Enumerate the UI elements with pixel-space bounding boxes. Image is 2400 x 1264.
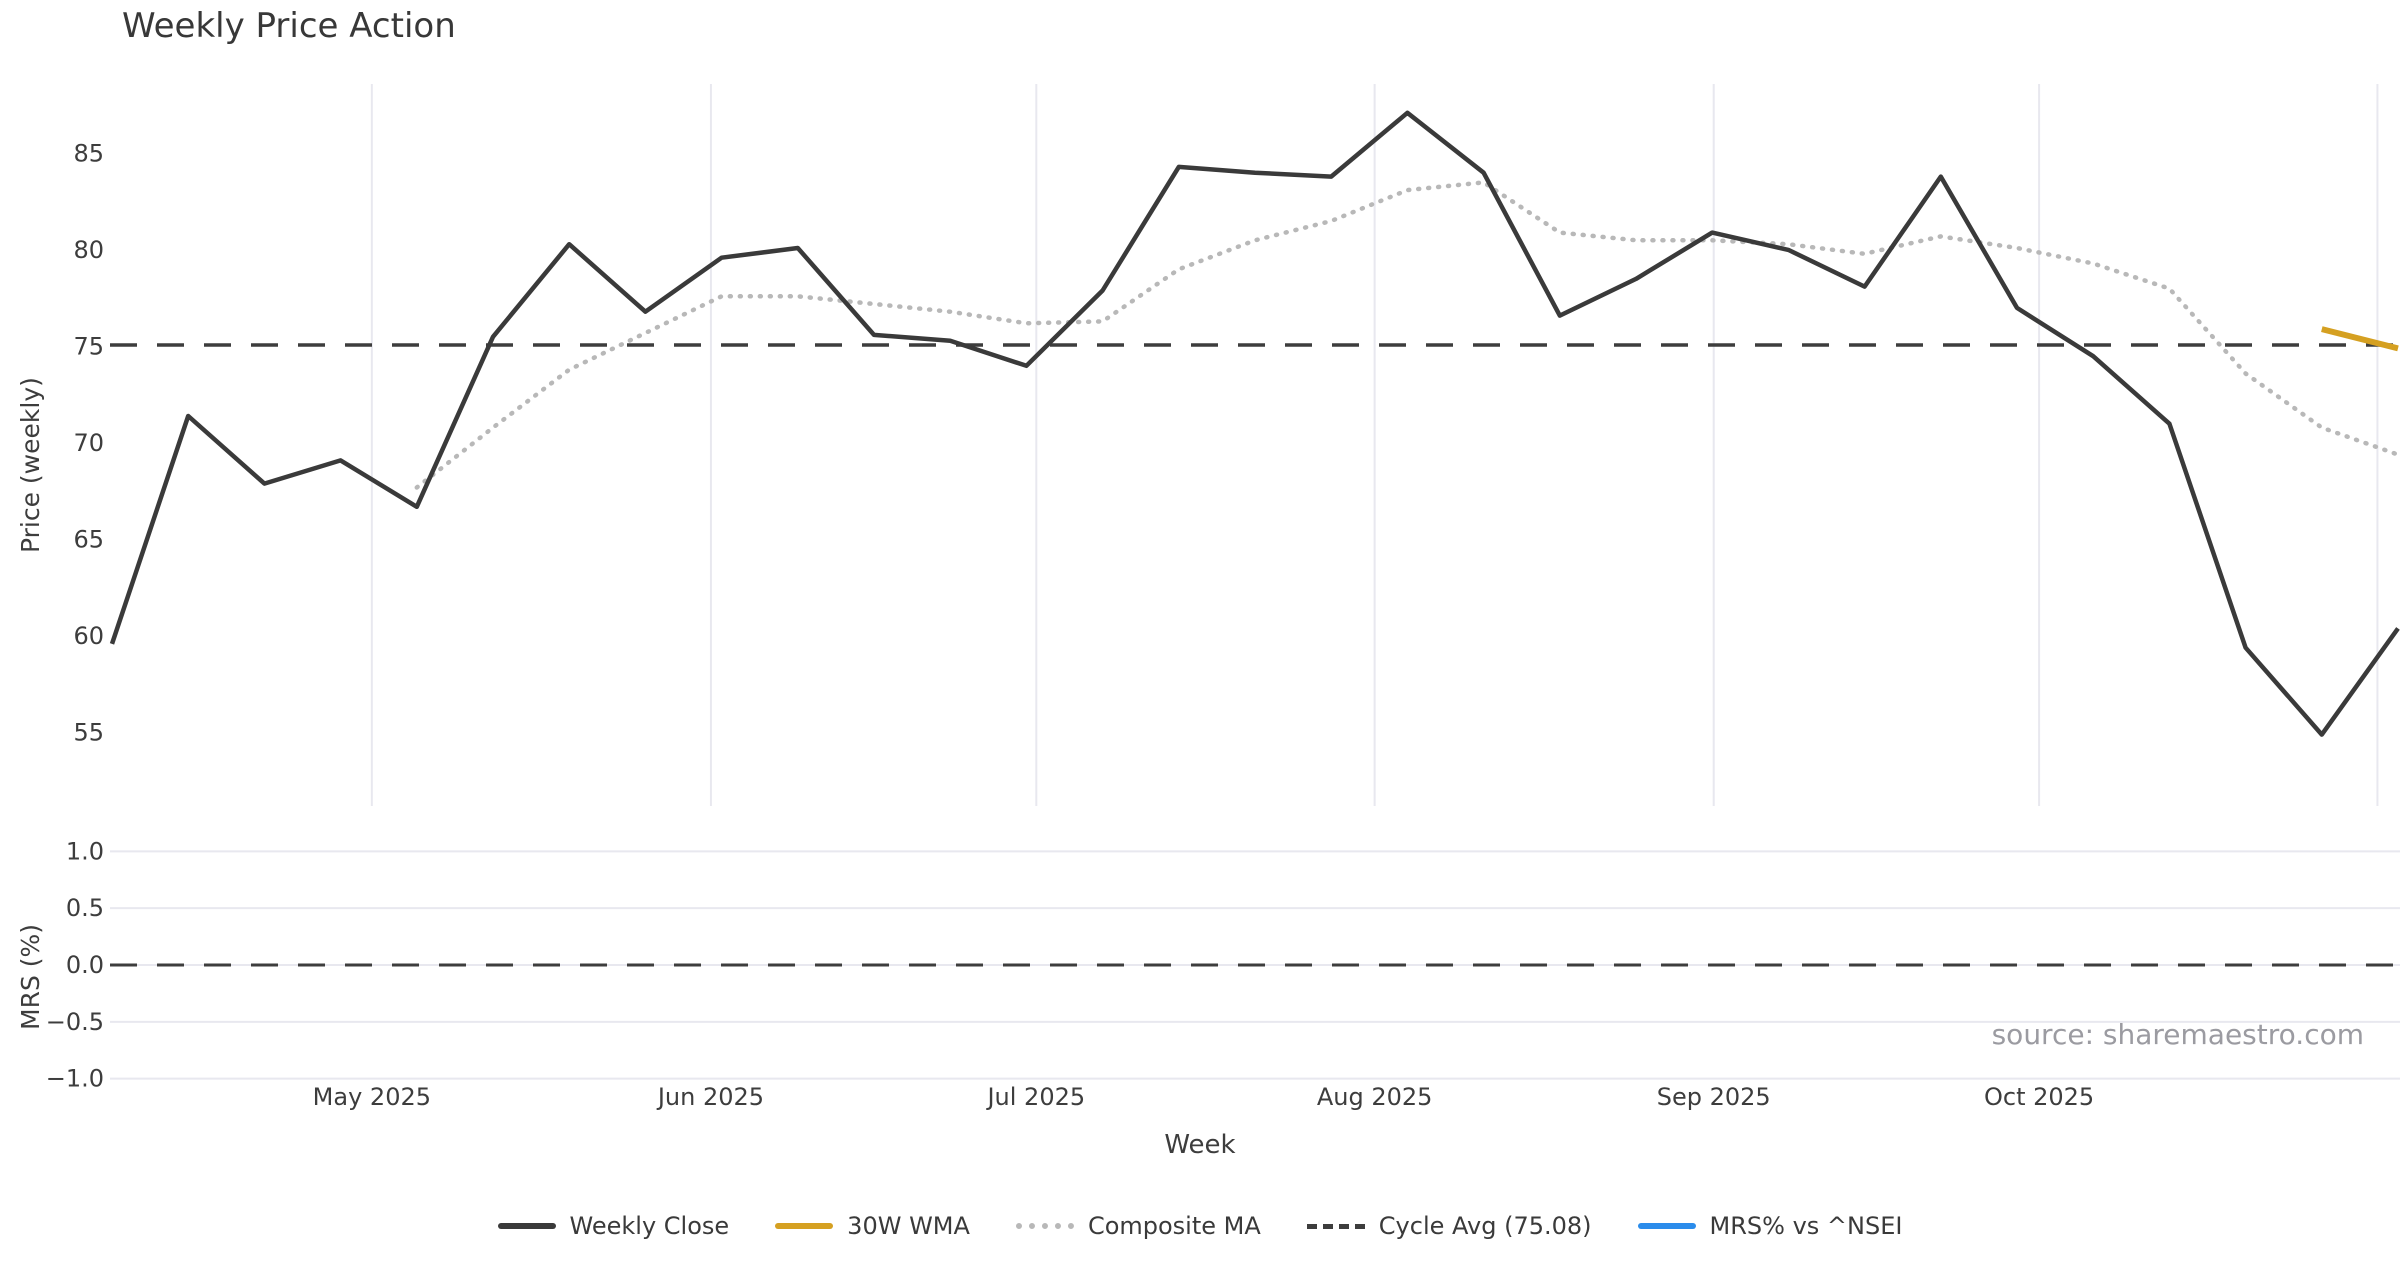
legend-label: MRS% vs ^NSEI	[1709, 1212, 1903, 1240]
x-month-tick-label: Sep 2025	[1657, 1083, 1771, 1111]
price-y-axis-label: Price (weekly)	[16, 377, 45, 553]
legend-label: Composite MA	[1087, 1212, 1261, 1240]
legend-item: Composite MA	[1015, 1212, 1261, 1240]
mrs-y-tick-label: 0.0	[66, 951, 104, 979]
legend-item: Weekly Close	[497, 1212, 730, 1240]
legend-item: Cycle Avg (75.08)	[1306, 1212, 1592, 1240]
legend-swatch-dashed	[1306, 1223, 1365, 1229]
price-y-tick-label: 75	[73, 333, 104, 361]
weekly-close-line	[109, 110, 2400, 737]
legend-swatch-solid	[1637, 1223, 1696, 1229]
mrs-y-axis-label: MRS (%)	[16, 923, 45, 1030]
price-y-tick-label: 60	[73, 622, 104, 650]
mrs-y-tick-label: 0.5	[66, 894, 104, 922]
x-axis-label: Week	[1164, 1130, 1236, 1160]
legend-swatch-solid	[497, 1223, 556, 1229]
legend-swatch-solid	[775, 1223, 834, 1229]
legend-label: Weekly Close	[569, 1212, 730, 1240]
legend-swatch-dotted	[1015, 1223, 1074, 1229]
mrs-y-tick-label: 1.0	[66, 837, 104, 865]
mrs-y-tick-label: −1.0	[46, 1065, 104, 1093]
x-month-tick-label: May 2025	[313, 1083, 431, 1111]
legend-label: Cycle Avg (75.08)	[1378, 1212, 1592, 1240]
x-month-tick-label: Oct 2025	[1984, 1083, 2094, 1111]
source-note: source: sharemaestro.com	[1991, 1018, 2364, 1051]
legend-item: MRS% vs ^NSEI	[1637, 1212, 1903, 1240]
x-month-tick-label: Jun 2025	[656, 1083, 764, 1111]
wma-30w-line	[2321, 326, 2399, 352]
composite-ma-line	[414, 180, 2400, 490]
mrs-y-tick-label: −0.5	[46, 1008, 104, 1036]
price-y-tick-label: 55	[73, 719, 104, 747]
price-y-tick-label: 65	[73, 526, 104, 554]
price-y-tick-label: 85	[73, 139, 104, 167]
chart-title: Weekly Price Action	[122, 6, 456, 46]
legend: Weekly Close 30W WMA Composite MA Cycle Avg…	[0, 1212, 2400, 1240]
price-y-tick-label: 80	[73, 236, 104, 264]
x-month-tick-label: Aug 2025	[1317, 1083, 1433, 1111]
legend-label: 30W WMA	[847, 1212, 970, 1240]
price-y-tick-label: 70	[73, 429, 104, 457]
legend-item: 30W WMA	[775, 1212, 970, 1240]
x-month-tick-label: Jul 2025	[985, 1083, 1085, 1111]
